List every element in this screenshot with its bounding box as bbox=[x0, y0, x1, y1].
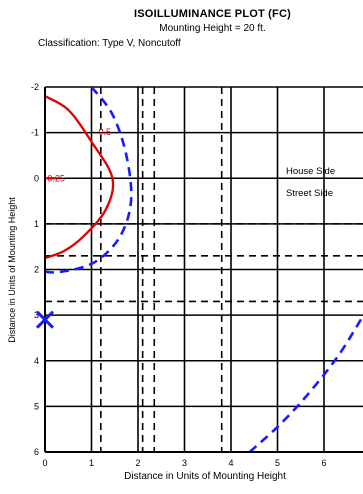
isoilluminance-curve-2 bbox=[45, 87, 133, 274]
axes bbox=[44, 87, 363, 453]
street-side-label: Street Side bbox=[286, 188, 333, 199]
x-tick-label: 0 bbox=[42, 458, 47, 468]
y-tick-label: 2 bbox=[34, 265, 39, 275]
house-side-label: House Side bbox=[286, 166, 335, 177]
x-axis-label: Distance in Units of Mounting Height bbox=[124, 471, 286, 482]
curve-label-0-5: 0.5 bbox=[98, 127, 111, 137]
y-tick-label: 3 bbox=[34, 310, 39, 320]
chart-subtitle: Mounting Height = 20 ft. bbox=[159, 23, 266, 34]
y-tick-label: 6 bbox=[34, 447, 39, 457]
chart-title: ISOILLUMINANCE PLOT (FC) bbox=[134, 8, 291, 20]
x-tick-label: 2 bbox=[135, 458, 140, 468]
x-tick-label: 5 bbox=[275, 458, 280, 468]
x-tick-label: 1 bbox=[89, 458, 94, 468]
y-tick-label: 5 bbox=[34, 401, 39, 411]
x-tick-label: 4 bbox=[228, 458, 233, 468]
y-tick-label: 1 bbox=[34, 219, 39, 229]
isoilluminance-curve-3 bbox=[248, 314, 363, 452]
x-tick-label: 3 bbox=[182, 458, 187, 468]
y-tick-label: 0 bbox=[34, 173, 39, 183]
curve-labels: 0.5 0.25 bbox=[47, 127, 111, 183]
y-tick-label: -1 bbox=[31, 128, 39, 138]
y-tick-label: 4 bbox=[34, 356, 39, 366]
tick-labels: 0 1 2 3 4 5 6 -2 -1 0 1 2 3 4 5 6 bbox=[31, 82, 327, 468]
curve-label-0-25: 0.25 bbox=[47, 173, 65, 183]
classification-text: Classification: Type V, Noncutoff bbox=[38, 38, 181, 49]
isoilluminance-curves bbox=[45, 87, 363, 452]
y-tick-label: -2 bbox=[31, 82, 39, 92]
x-tick-label: 6 bbox=[321, 458, 326, 468]
marker-stroke-b bbox=[35, 310, 55, 329]
y-axis-label: Distance in Units of Mounting Height bbox=[7, 197, 17, 343]
isoilluminance-curve-0 bbox=[45, 95, 115, 260]
luminaire-marker bbox=[35, 310, 55, 329]
